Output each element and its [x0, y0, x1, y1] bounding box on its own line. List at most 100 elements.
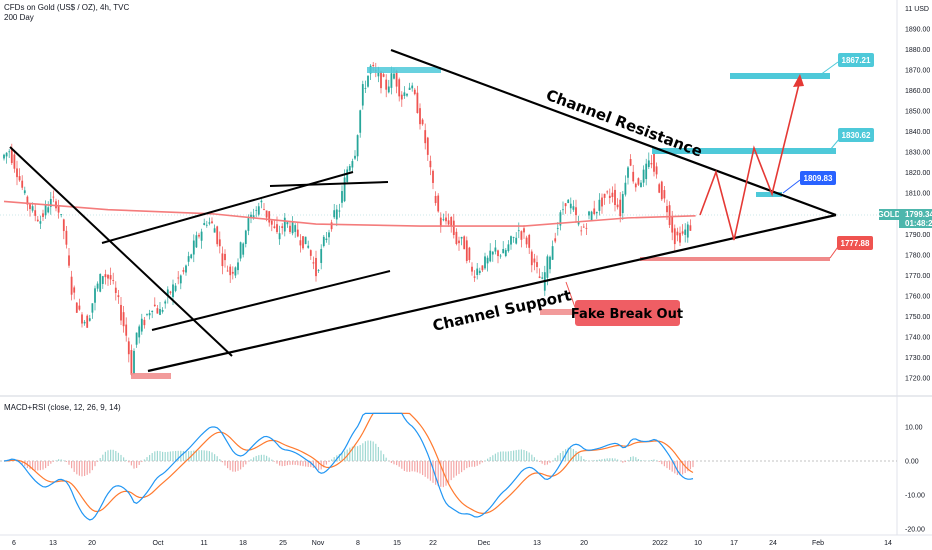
macd-histogram-bar	[162, 451, 164, 461]
candle-body	[619, 199, 622, 217]
candle-body	[29, 204, 31, 210]
macd-histogram-bar	[601, 459, 603, 461]
candle-body	[224, 253, 226, 261]
x-tick-label: 8	[356, 540, 360, 547]
candle-body	[406, 93, 408, 96]
macd-histogram-bar	[354, 446, 356, 461]
macd-histogram-bar	[141, 461, 143, 463]
candle-body	[96, 283, 99, 289]
candle-body	[237, 262, 239, 271]
candle-body	[185, 265, 187, 273]
candle-body	[73, 287, 76, 293]
candle-body	[322, 236, 325, 247]
macd-histogram-bar	[474, 461, 476, 467]
macd-histogram-bar	[437, 461, 439, 487]
macd-histogram-bar	[302, 461, 304, 467]
candle-body	[567, 199, 570, 204]
candle-body	[655, 166, 658, 175]
horizontal-line	[269, 181, 389, 187]
macd-histogram-bar	[117, 452, 119, 461]
macd-histogram-bar	[640, 460, 642, 461]
macd-histogram-bar	[266, 455, 268, 461]
candle-body	[354, 155, 356, 159]
candle-body	[577, 221, 580, 225]
x-tick-label: 20	[580, 540, 588, 547]
candle-body	[138, 326, 141, 338]
moving-average-line	[3, 200, 696, 227]
macd-histogram-bar	[99, 458, 101, 461]
candle-body	[278, 233, 281, 240]
candle-body	[637, 178, 640, 185]
macd-histogram-bar	[81, 461, 83, 477]
candle-body	[387, 86, 390, 93]
candle-body	[192, 240, 195, 255]
candle-body	[302, 236, 304, 249]
candle-body	[455, 231, 458, 244]
candle-body	[585, 227, 588, 229]
candle-body	[174, 285, 177, 291]
indicator-y-tick: -10.00	[905, 493, 925, 500]
macd-histogram-bar	[624, 461, 626, 463]
x-tick-label: Oct	[153, 540, 164, 547]
y-tick-label: 1830.00	[905, 150, 930, 157]
candle-body	[172, 284, 174, 298]
macd-histogram-bar	[86, 461, 88, 475]
upper-wedge-line	[101, 171, 354, 244]
level-badge-1809-label: 1809.83	[804, 174, 833, 183]
candle-body	[510, 236, 512, 245]
candle-body	[268, 211, 271, 223]
macd-histogram-bar	[463, 461, 465, 471]
macd-histogram-bar	[318, 461, 320, 471]
macd-histogram-bar	[211, 452, 213, 461]
macd-line	[3, 412, 694, 521]
macd-histogram-bar	[172, 451, 174, 461]
candle-body	[541, 277, 544, 279]
macd-histogram-bar	[198, 450, 200, 461]
macd-histogram-bar	[523, 449, 525, 461]
candle-body	[494, 247, 497, 252]
candle-body	[523, 228, 525, 233]
macd-histogram-bar	[214, 454, 216, 461]
macd-histogram-bar	[89, 461, 91, 474]
candle-body	[325, 238, 328, 241]
macd-histogram-bar	[440, 461, 442, 487]
candle-body	[624, 182, 627, 195]
candle-body	[10, 147, 13, 164]
candle-body	[673, 228, 676, 245]
last-price-badge	[899, 209, 932, 228]
candle-body	[153, 304, 156, 307]
candle-body	[250, 214, 252, 218]
candle-body	[484, 256, 486, 269]
macd-histogram-bar	[65, 461, 67, 462]
candle-body	[593, 208, 596, 215]
macd-histogram-bar	[416, 461, 418, 473]
candle-body	[70, 276, 73, 295]
candle-body	[218, 239, 221, 247]
candle-body	[564, 203, 567, 207]
candle-body	[205, 224, 208, 226]
candle-body	[62, 219, 65, 232]
candle-body	[416, 92, 419, 114]
macd-histogram-bar	[526, 451, 528, 461]
macd-histogram-bar	[263, 454, 265, 461]
candle-body	[471, 266, 473, 272]
candle-body	[328, 232, 330, 238]
candle-body	[270, 220, 273, 225]
candle-body	[611, 192, 614, 198]
indicator-y-tick: 10.00	[905, 425, 923, 432]
symbol-label: GOLD	[877, 210, 900, 219]
candle-body	[380, 71, 382, 89]
x-tick-label: 13	[533, 540, 541, 547]
candle-body	[351, 161, 354, 168]
macd-histogram-bar	[505, 451, 507, 461]
candle-body	[31, 206, 34, 211]
macd-histogram-bar	[21, 461, 23, 465]
candle-body	[520, 231, 523, 240]
candle-body	[309, 250, 312, 256]
fake-break-out-label: Fake Break Out	[571, 307, 683, 322]
macd-histogram-bar	[55, 460, 57, 461]
candle-body	[486, 257, 489, 264]
candle-body	[39, 221, 42, 224]
candle-body	[393, 73, 395, 79]
